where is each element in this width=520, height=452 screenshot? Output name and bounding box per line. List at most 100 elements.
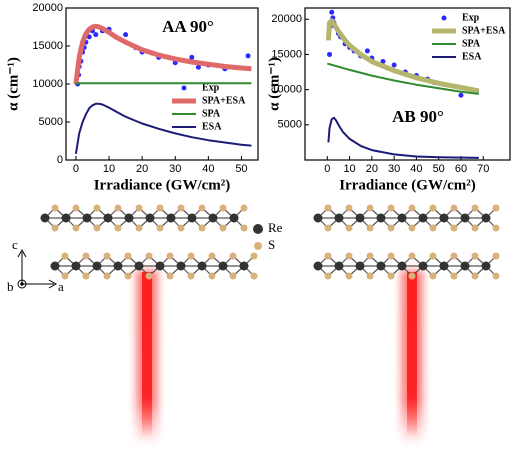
x-tick-label: 50 <box>235 163 247 175</box>
s-atom <box>219 224 227 232</box>
re-atom <box>134 261 144 271</box>
s-atom <box>135 224 143 232</box>
s-atom <box>124 252 132 260</box>
s-atom <box>208 272 216 280</box>
s-atom <box>492 252 500 260</box>
axis-letter: a <box>58 279 64 294</box>
s-atom <box>450 204 458 212</box>
s-atom <box>93 224 101 232</box>
re-atom <box>82 213 92 223</box>
series-line <box>327 116 479 159</box>
s-atom <box>145 252 153 260</box>
re-atom <box>145 213 155 223</box>
x-axis-label: Irradiance (GW/cm²) <box>339 177 476 193</box>
crystal-axes: c b a <box>7 237 64 294</box>
s-atom <box>51 204 59 212</box>
s-atom <box>387 224 395 232</box>
s-atom <box>114 204 122 212</box>
y-axis-label: α (cm⁻¹) <box>5 57 21 111</box>
re-atom <box>50 261 60 271</box>
s-atom <box>72 224 80 232</box>
series-line <box>327 62 479 95</box>
s-atom <box>345 272 353 280</box>
s-atom <box>145 272 153 280</box>
legend-label: Exp <box>462 12 480 23</box>
re-atom <box>155 261 165 271</box>
re-atom <box>397 213 407 223</box>
y-tick-label: 10000 <box>271 84 302 96</box>
s-atom <box>345 252 353 260</box>
series-line <box>73 23 252 85</box>
re-atom <box>92 261 102 271</box>
re-atom <box>313 213 323 223</box>
re-atom <box>439 261 449 271</box>
series-line <box>325 18 480 94</box>
s-atom <box>135 204 143 212</box>
s-atom <box>471 272 479 280</box>
x-axis-label: Irradiance (GW/cm²) <box>94 177 231 193</box>
data-point <box>195 64 201 70</box>
x-tick-label: 40 <box>410 163 422 175</box>
re-atom <box>313 261 323 271</box>
s-atom <box>229 252 237 260</box>
x-tick-label: 0 <box>324 163 330 175</box>
s-atom <box>450 224 458 232</box>
y-axis-label: α (cm⁻¹) <box>266 57 282 111</box>
legend-label: Exp <box>202 82 220 93</box>
x-tick-label: 30 <box>169 163 181 175</box>
s-atom <box>124 272 132 280</box>
laser-beams <box>136 270 423 445</box>
s-atom <box>324 204 332 212</box>
data-point <box>391 62 397 68</box>
y-tick-label: 5000 <box>278 119 302 131</box>
s-atom <box>408 224 416 232</box>
x-tick-label: 70 <box>477 163 489 175</box>
x-tick-label: 20 <box>366 163 378 175</box>
s-atom <box>250 272 258 280</box>
x-tick-label: 40 <box>202 163 214 175</box>
s-atom <box>429 252 437 260</box>
s-atom <box>366 224 374 232</box>
crystal-lattice <box>40 204 500 280</box>
legend-marker <box>441 15 447 21</box>
re-atom <box>218 261 228 271</box>
s-atom <box>250 252 258 260</box>
re-atom <box>376 213 386 223</box>
y-tick-label: 20000 <box>32 2 63 14</box>
s-atom <box>492 204 500 212</box>
y-tick-label: 15000 <box>32 40 63 52</box>
plot-frame <box>304 7 511 161</box>
data-point <box>245 53 251 59</box>
s-atom <box>429 204 437 212</box>
re-atom <box>71 261 81 271</box>
s-atom <box>408 252 416 260</box>
x-tick-label: 50 <box>433 163 445 175</box>
re-atom <box>376 261 386 271</box>
re-atom <box>334 261 344 271</box>
re-atom <box>40 213 50 223</box>
re-atom <box>418 213 428 223</box>
s-atom <box>156 204 164 212</box>
s-atom <box>408 204 416 212</box>
atom-legend: Re S <box>253 220 283 252</box>
s-atom <box>114 224 122 232</box>
y-tick-label: 20000 <box>271 13 302 25</box>
s-atom <box>471 252 479 260</box>
s-atom <box>387 272 395 280</box>
s-atom <box>324 252 332 260</box>
s-atom <box>187 272 195 280</box>
re-atom <box>239 261 249 271</box>
re-atom <box>208 213 218 223</box>
x-tick-label: 20 <box>136 163 148 175</box>
y-tick-label: 5000 <box>39 116 63 128</box>
s-atom <box>408 272 416 280</box>
s-atom <box>51 224 59 232</box>
x-tick-label: 10 <box>103 163 115 175</box>
s-atom <box>208 252 216 260</box>
y-tick-label: 15000 <box>271 48 302 60</box>
s-atom <box>177 204 185 212</box>
re-atom <box>197 261 207 271</box>
s-atom <box>345 224 353 232</box>
legend-label: ESA <box>462 51 482 62</box>
